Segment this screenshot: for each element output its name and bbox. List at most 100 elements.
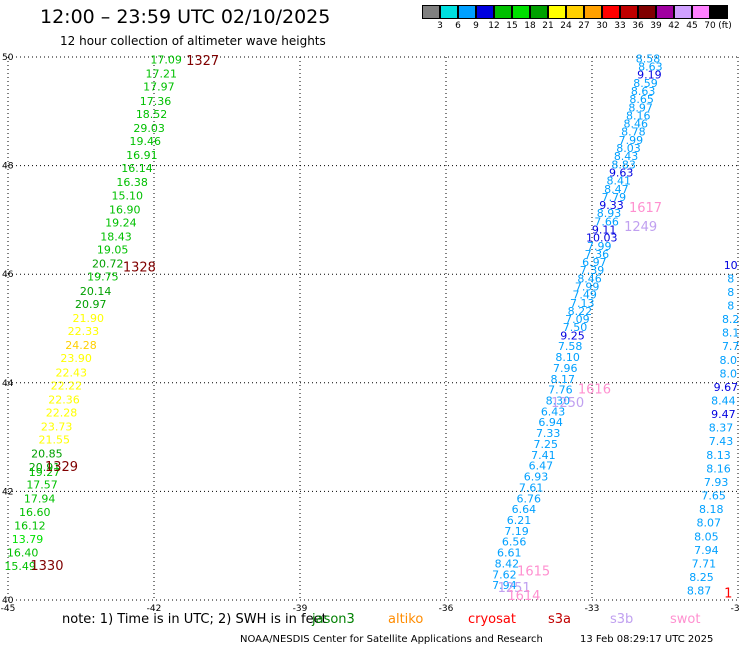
y-tick-label: 50 [2, 53, 14, 63]
y-tick-label: 46 [2, 270, 14, 280]
data-point-cryosat: 7.19 [504, 525, 529, 538]
data-point-cryosat: 7.49 [572, 289, 597, 302]
data-point-cryosat: 7.58 [558, 340, 583, 353]
pass-number-label: 1617 [629, 201, 662, 216]
colorbar-swatch [548, 5, 566, 19]
data-point-s3a: 8 [727, 299, 734, 312]
data-point-s3a: 8.25 [689, 571, 714, 584]
data-point-cryosat: 7.62 [492, 568, 517, 581]
data-point-cryosat: 8.97 [628, 101, 653, 114]
colorbar-swatch [674, 5, 692, 19]
data-point-s3a: 8.05 [694, 530, 719, 543]
data-point-s3a: 7.7 [722, 340, 740, 353]
data-point-jason3: 20.91 [29, 461, 61, 474]
data-point-jason3: 16.38 [116, 176, 148, 189]
data-point-cryosat: 6.61 [497, 547, 522, 560]
colorbar-swatch [440, 5, 458, 19]
data-point-jason3: 17.09 [150, 54, 182, 67]
data-point-cryosat: 6.56 [502, 536, 527, 549]
pass-number-label: 1615 [517, 565, 550, 580]
data-point-cryosat: 8.46 [624, 118, 649, 131]
data-point-cryosat: 7.76 [548, 384, 573, 397]
data-point-jason3: 19.46 [129, 135, 161, 148]
credit-text: NOAA/NESDIS Center for Satellite Applica… [240, 634, 543, 645]
data-point-jason3: 18.52 [136, 108, 168, 121]
data-point-jason3: 29.03 [133, 122, 165, 135]
data-point-s3a: 8.37 [709, 422, 734, 435]
colorbar-swatch [494, 5, 512, 19]
data-point-s3a: 8 [727, 272, 734, 285]
data-point-s3a: 8.0 [720, 367, 738, 380]
data-point-jason3: 16.14 [121, 162, 153, 175]
data-point-cryosat: 8.42 [495, 557, 520, 570]
data-point-cryosat: 6.43 [541, 405, 566, 418]
data-point-cryosat: 8.43 [614, 150, 639, 163]
data-point-cryosat: 8.83 [611, 158, 636, 171]
data-point-jason3: 21.90 [73, 312, 105, 325]
x-tick-label: -36 [439, 604, 454, 614]
colorbar-label: 33 [614, 21, 626, 31]
data-point-jason3: 20.72 [92, 258, 124, 271]
data-point-cryosat: 6.64 [512, 503, 537, 516]
data-point-cryosat: 6.97 [582, 256, 607, 269]
pass-number-label: 1251 [498, 581, 531, 596]
data-point-jason3: 15.49 [4, 560, 36, 573]
data-point-jason3: 15.10 [111, 189, 143, 202]
data-point-cryosat: 7.99 [575, 280, 600, 293]
colorbar-label: 30 [596, 21, 608, 31]
colorbar-swatch [530, 5, 548, 19]
x-tick-label: -45 [1, 604, 16, 614]
colorbar-label: 15 [506, 21, 518, 31]
colorbar-swatch [638, 5, 656, 19]
data-point-cryosat: 8.63 [638, 61, 663, 74]
colorbar-label: 36 [632, 21, 644, 31]
data-point-jason3: 19.24 [105, 216, 137, 229]
data-point-cryosat: 8.16 [626, 109, 651, 122]
colorbar-label: 18 [524, 21, 536, 31]
data-point-cryosat: 7.09 [565, 313, 590, 326]
pass-number-label: 1330 [30, 559, 63, 574]
data-point-cryosat: 7.79 [602, 191, 627, 204]
x-tick-label: -33 [585, 604, 600, 614]
data-point-cryosat: 6.47 [529, 460, 554, 473]
data-point-cryosat: 8.63 [631, 85, 656, 98]
pass-number-label: 1329 [45, 460, 78, 475]
data-point-cryosat: 6.76 [516, 492, 541, 505]
page-subtitle: 12 hour collection of altimeter wave hei… [60, 34, 326, 48]
colorbar-label: 39 [650, 21, 662, 31]
colorbar-label: 12 [488, 21, 500, 31]
colorbar-label: 21 [542, 21, 554, 31]
data-point-jason3: 17.94 [24, 492, 56, 505]
data-point-s3a: 8.44 [711, 395, 736, 408]
x-tick-label: -42 [147, 604, 162, 614]
data-point-cryosat: 9.11 [592, 223, 617, 236]
legend-cryosat: cryosat [468, 612, 516, 627]
x-tick-label: -30 [731, 604, 740, 614]
data-point-cryosat: 7.61 [519, 481, 544, 494]
pass-number-label: 1327 [186, 54, 219, 69]
data-point-cryosat: 9.25 [560, 329, 585, 342]
pass-number-label: 1 [724, 586, 732, 601]
data-point-cryosat: 9.33 [599, 199, 624, 212]
data-point-cryosat: 7.99 [587, 240, 612, 253]
data-point-cryosat: 8.78 [621, 126, 646, 139]
data-point-cryosat: 8.47 [604, 183, 629, 196]
colorbar-label: 6 [455, 21, 461, 31]
data-point-cryosat: 8.22 [568, 305, 593, 318]
colorbar-label: 24 [560, 21, 572, 31]
data-point-s3a: 8.13 [706, 449, 731, 462]
colorbar-label: 42 [668, 21, 680, 31]
data-point-cryosat: 8.41 [607, 175, 632, 188]
data-point-s3a: 8.0 [720, 354, 738, 367]
pass-number-label: 1614 [507, 589, 540, 604]
data-point-jason3: 17.36 [140, 95, 172, 108]
data-point-s3a: 8.2 [722, 313, 740, 326]
data-point-cryosat: 7.33 [536, 427, 561, 440]
data-point-jason3: 18.43 [100, 231, 132, 244]
y-tick-label: 44 [2, 379, 14, 389]
colorbar-swatch [458, 5, 476, 19]
pass-number-label: 1250 [551, 396, 584, 411]
data-point-s3a: 9.67 [714, 381, 739, 394]
colorbar-swatch [602, 5, 620, 19]
data-point-cryosat: 6.94 [538, 416, 563, 429]
